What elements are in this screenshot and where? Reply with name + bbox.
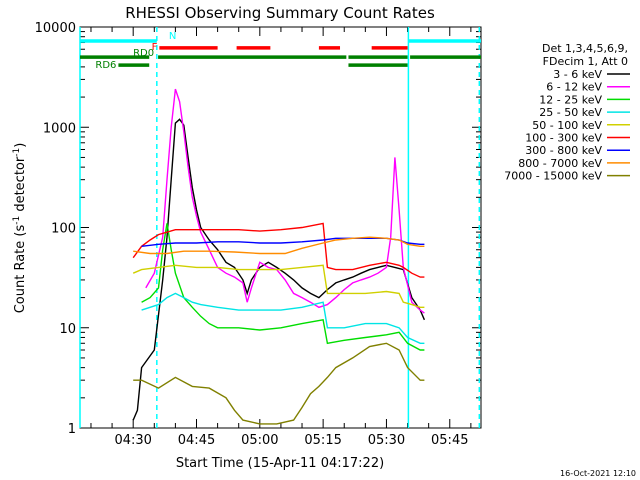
series-line bbox=[145, 88, 425, 314]
legend-header-2: FDecim 1, Att 0 bbox=[543, 55, 628, 68]
y-axis-label-sup: -1 bbox=[12, 216, 22, 225]
plot-area bbox=[79, 26, 482, 429]
y-axis-label-sup2: -1 bbox=[12, 148, 22, 157]
x-tick-label: 05:00 bbox=[241, 433, 278, 448]
series-lines bbox=[132, 88, 426, 425]
time-markers bbox=[79, 27, 481, 428]
series-line bbox=[141, 292, 425, 344]
legend-entry-label: 12 - 25 keV bbox=[539, 93, 602, 106]
series-line bbox=[132, 222, 425, 278]
flag-label: F bbox=[152, 42, 158, 53]
y-tick-label: 10 bbox=[59, 322, 76, 337]
series-line bbox=[141, 223, 425, 351]
legend-entry-label: 25 - 50 keV bbox=[539, 106, 602, 119]
legend-entry-label: 300 - 800 keV bbox=[525, 144, 602, 157]
series-line bbox=[132, 264, 425, 308]
series-line bbox=[141, 237, 425, 247]
x-axis: 04:30 04:45 05:00 05:15 05:30 05:45 bbox=[90, 27, 472, 448]
y-axis-label: Count Rate (s-1 detector-1) bbox=[12, 143, 28, 314]
legend-entry-label: 800 - 7000 keV bbox=[518, 157, 602, 170]
y-axis-label-tail: detector bbox=[13, 156, 28, 216]
legend-entry-label: 100 - 300 keV bbox=[525, 132, 602, 145]
flag-label: RD0 bbox=[133, 48, 154, 59]
chart-title: RHESSI Observing Summary Count Rates bbox=[125, 4, 435, 22]
x-tick-label: 04:30 bbox=[114, 433, 151, 448]
y-tick-label: 1 bbox=[68, 422, 76, 437]
plot-frame bbox=[79, 26, 482, 429]
x-tick-label: 05:30 bbox=[368, 433, 405, 448]
x-axis-label: Start Time (15-Apr-11 04:17:22) bbox=[176, 456, 384, 471]
legend: Det 1,3,4,5,6,9, FDecim 1, Att 0 3 - 6 k… bbox=[504, 42, 630, 183]
x-tick-label: 05:15 bbox=[304, 433, 341, 448]
flag-label: N bbox=[169, 31, 176, 42]
flag-label: RD6 bbox=[95, 60, 116, 71]
y-tick-label: 10000 bbox=[35, 21, 76, 36]
y-axis-label-close: ) bbox=[13, 143, 28, 148]
series-line bbox=[133, 236, 425, 255]
x-tick-label: 05:45 bbox=[431, 433, 468, 448]
legend-entry-label: 3 - 6 keV bbox=[553, 68, 602, 81]
timestamp: 16-Oct-2021 12:10 bbox=[560, 469, 636, 478]
legend-header-1: Det 1,3,4,5,6,9, bbox=[542, 42, 628, 55]
x-tick-label: 04:45 bbox=[178, 433, 215, 448]
y-axis-label-main: Count Rate (s bbox=[13, 225, 28, 314]
y-tick-label: 100 bbox=[51, 222, 76, 237]
legend-entry-label: 6 - 12 keV bbox=[546, 81, 602, 94]
y-axis: 1 10 100 1000 10000 bbox=[35, 21, 481, 437]
legend-entry-label: 50 - 100 keV bbox=[532, 119, 602, 132]
y-tick-label: 1000 bbox=[43, 121, 76, 136]
legend-entry-label: 7000 - 15000 keV bbox=[504, 170, 602, 183]
series-line bbox=[133, 342, 425, 425]
